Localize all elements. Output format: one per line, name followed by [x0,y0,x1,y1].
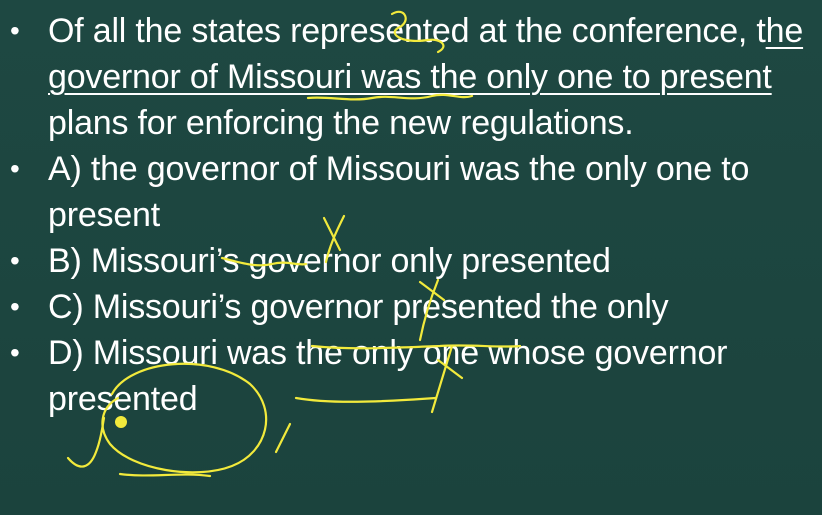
question-underlined-phrase: he governor of Missouri was the only one… [48,12,804,96]
choice-d: • D) Missouri was the only one whose gov… [0,330,822,422]
bullet-dot-icon: • [10,245,20,276]
choice-b: • B) Missouri’s governor only presented [0,238,822,284]
bullet-dot-icon: • [10,291,20,322]
bullet-dot-icon: • [10,337,20,368]
ink-slash-d [274,422,292,454]
choice-b-text: B) Missouri’s governor only presented [48,242,611,280]
ink-check-d [66,416,106,468]
bullet-dot-icon: • [10,15,20,46]
choice-c-text: C) Missouri’s governor presented the onl… [48,288,669,326]
question-bullet: • Of all the states represented at the c… [0,8,822,146]
bullet-dot-icon: • [10,153,20,184]
choice-c: • C) Missouri’s governor presented the o… [0,284,822,330]
bullet-list: • Of all the states represented at the c… [0,8,822,422]
question-text-start: Of all the states represented at the con… [48,12,766,50]
choice-a: • A) the governor of Missouri was the on… [0,146,822,238]
choice-a-text: A) the governor of Missouri was the only… [48,150,750,234]
question-text-end: plans for enforcing the new regulations. [48,104,634,142]
ink-underline-d [118,472,212,478]
choice-d-text: D) Missouri was the only one whose gover… [48,334,728,418]
